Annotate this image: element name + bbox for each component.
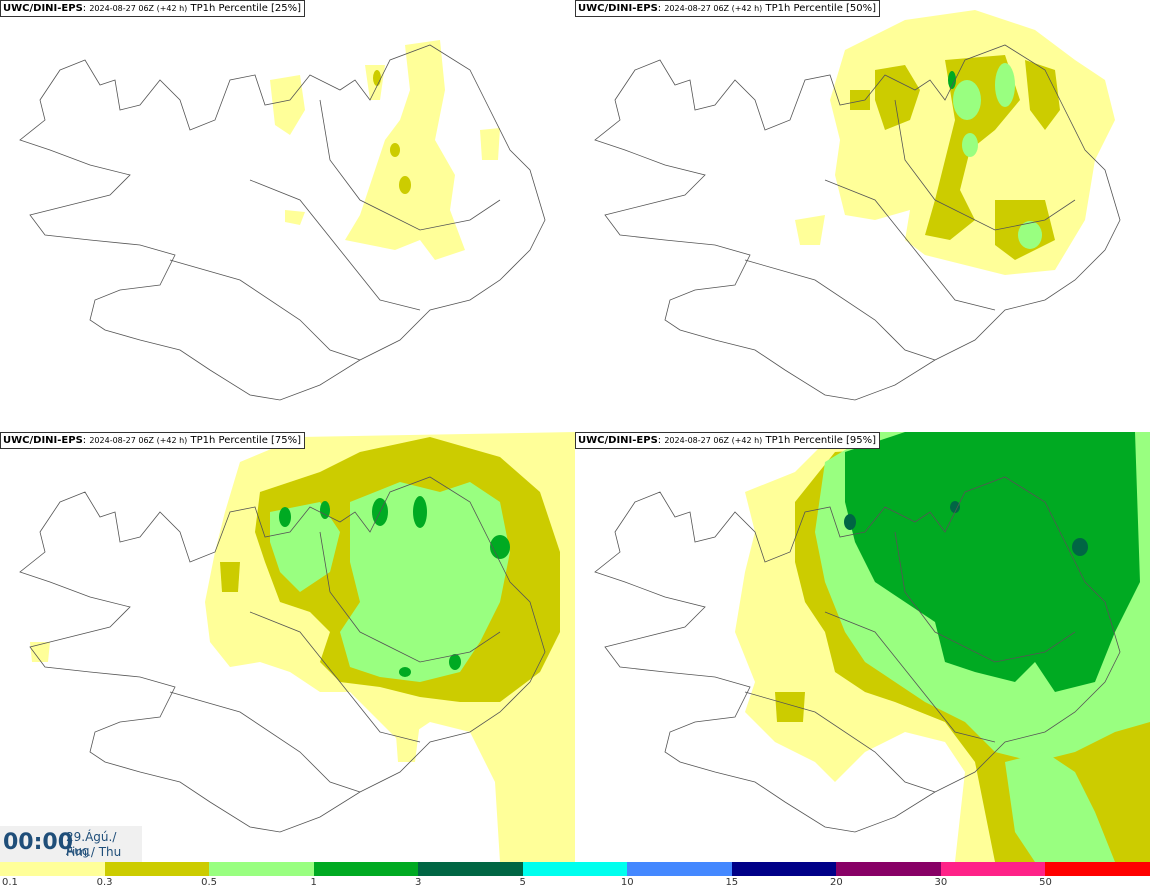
model-name: UWC/DINI-EPS: [578, 435, 658, 446]
run-time: 2024-08-27 06Z (+42 h): [89, 4, 188, 13]
panel-title: UWC/DINI-EPS: 2024-08-27 06Z (+42 h) TP1…: [0, 432, 306, 449]
legend-label: 3: [414, 877, 422, 888]
legend-swatch: [209, 862, 314, 876]
legend-label: 10: [620, 877, 634, 888]
percentile-label: TP1h Percentile [25%]: [190, 3, 302, 14]
legend-label: 0.5: [201, 877, 218, 888]
panel-title: UWC/DINI-EPS: 2024-08-27 06Z (+42 h) TP1…: [575, 0, 881, 17]
legend-swatch: [940, 862, 1046, 876]
precip-map: [594, 10, 1121, 401]
coastline: [19, 44, 546, 401]
legend-swatch: [836, 862, 941, 876]
legend-label: 50: [1039, 877, 1052, 888]
valid-date-line1: 29.Ágú./ Aug: [66, 830, 117, 858]
legend-swatch: [522, 862, 628, 876]
panel-title: UWC/DINI-EPS: 2024-08-27 06Z (+42 h) TP1…: [575, 432, 881, 449]
legend-swatch: [731, 862, 837, 876]
legend-swatch: [313, 862, 419, 876]
precip-map: [19, 40, 546, 401]
map-panel-p95: UWC/DINI-EPS: 2024-08-27 06Z (+42 h) TP1…: [575, 432, 1150, 862]
model-name: UWC/DINI-EPS: [3, 3, 83, 14]
legend-label: 1: [310, 877, 317, 888]
percentile-label: TP1h Percentile [75%]: [190, 435, 302, 446]
valid-time-clock: 00:00: [3, 830, 74, 855]
valid-time-box: 00:00 29.Ágú./ Aug Fim./ Thu: [0, 826, 142, 862]
map-panel-p50: UWC/DINI-EPS: 2024-08-27 06Z (+42 h) TP1…: [575, 0, 1150, 430]
precip-legend: 0.1 0.3 0.5 1 3 5 10 15 20 30 50: [0, 862, 1150, 891]
legend-swatch: [627, 862, 732, 876]
legend-label: 0.3: [96, 877, 113, 888]
percentile-label: TP1h Percentile [50%]: [765, 3, 877, 14]
legend-label: 30: [934, 877, 948, 888]
legend-color-bar: [0, 862, 1150, 876]
map-panel-p25: UWC/DINI-EPS: 2024-08-27 06Z (+42 h) TP1…: [0, 0, 575, 430]
percentile-label: TP1h Percentile [95%]: [765, 435, 877, 446]
legend-swatch: [1045, 862, 1150, 876]
legend-label: 5: [519, 877, 526, 888]
precip-fill: [270, 40, 500, 260]
run-time: 2024-08-27 06Z (+42 h): [89, 436, 188, 445]
legend-swatch: [104, 862, 210, 876]
run-time: 2024-08-27 06Z (+42 h): [664, 4, 763, 13]
model-name: UWC/DINI-EPS: [578, 3, 658, 14]
run-time: 2024-08-27 06Z (+42 h): [664, 436, 763, 445]
map-panel-p75: UWC/DINI-EPS: 2024-08-27 06Z (+42 h) TP1…: [0, 432, 575, 862]
precip-map: [19, 432, 575, 862]
precip-map: [594, 432, 1150, 862]
valid-date-line2: Fim./ Thu: [66, 845, 122, 859]
legend-swatch: [418, 862, 523, 876]
model-name: UWC/DINI-EPS: [3, 435, 83, 446]
legend-label: 15: [725, 877, 739, 888]
legend-label: 20: [829, 877, 843, 888]
legend-label: 0.1: [2, 877, 18, 888]
panel-title: UWC/DINI-EPS: 2024-08-27 06Z (+42 h) TP1…: [0, 0, 306, 17]
legend-swatch: [0, 862, 105, 876]
